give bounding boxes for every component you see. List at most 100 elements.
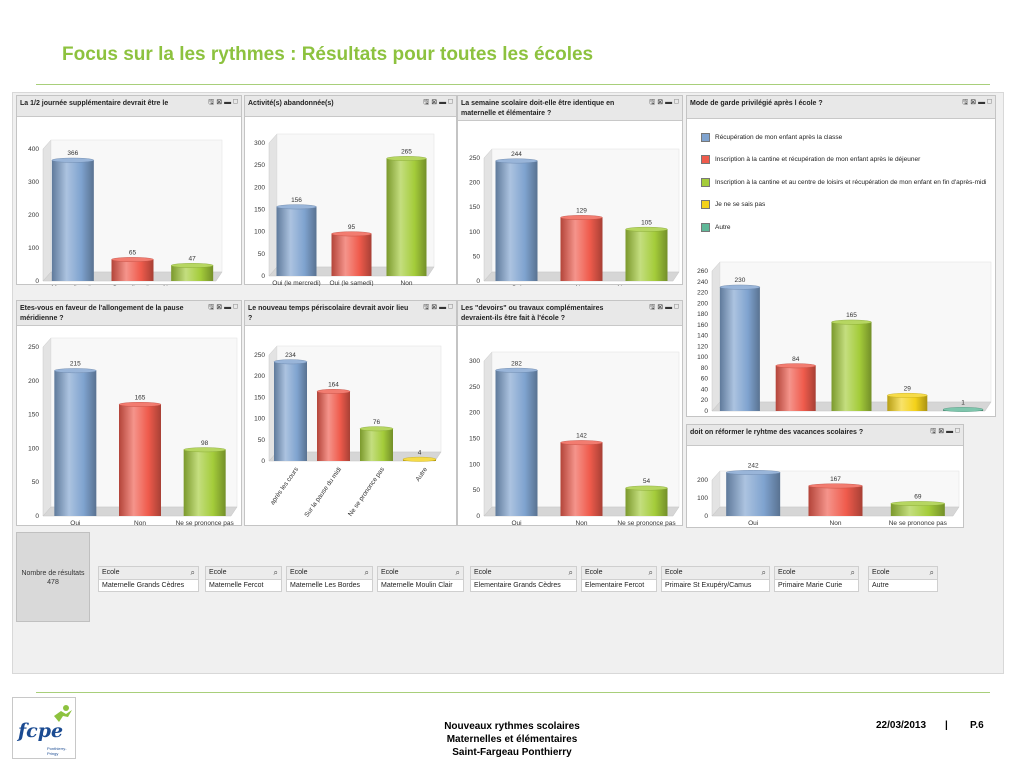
x-tick-label: Non xyxy=(134,520,146,527)
school-listbox[interactable]: Ecole ⌕ Maternelle Grands Cèdres xyxy=(98,566,199,592)
y-tick-label: 0 xyxy=(476,278,480,285)
bar-1 xyxy=(51,160,94,281)
y-tick-label: 200 xyxy=(469,410,480,417)
logo-subtext: Ponthierry-Pringy xyxy=(47,746,67,756)
bar-2 xyxy=(775,365,816,411)
y-tick-label: 300 xyxy=(469,358,480,365)
x-tick-label: Sur la pause du midi xyxy=(303,466,343,519)
bar-3 xyxy=(831,322,872,411)
listbox-value[interactable]: Autre xyxy=(872,582,889,589)
footer-text: Nouveaux rythmes scolaires Maternelles e… xyxy=(380,720,644,759)
search-icon[interactable]: ⌕ xyxy=(648,568,653,577)
footer-line-1: Nouveaux rythmes scolaires xyxy=(444,721,580,732)
chart-plot: 0 50 100 150 200 250 300 156 Oui (le mercredi) 95… xyxy=(254,133,435,286)
bar-1-value: 244 xyxy=(511,151,522,158)
listbox-header: Ecole ⌕ xyxy=(662,567,769,580)
listbox-header-label: Ecole xyxy=(872,569,890,576)
y-tick-label: 100 xyxy=(254,416,265,423)
footer-line-2: Maternelles et élémentaires xyxy=(446,734,578,745)
legend-swatch xyxy=(701,132,710,142)
chart-2: 0 50 100 150 200 250 300 156 Oui (le mercredi) 95… xyxy=(244,95,457,286)
search-icon[interactable]: ⌕ xyxy=(761,568,766,577)
chart-window-controls[interactable]: 🖫 ⊠ ▬ ◻ xyxy=(423,304,453,311)
logo-figure-icon xyxy=(54,705,72,722)
bar-3-cap xyxy=(359,426,394,432)
search-icon[interactable]: ⌕ xyxy=(364,568,369,577)
x-tick-label: Oui (le samedi) xyxy=(329,280,373,286)
school-listbox[interactable]: Ecole ⌕ Elementaire Grands Cèdres xyxy=(470,566,577,592)
bar-1-cap xyxy=(51,157,95,163)
search-icon[interactable]: ⌕ xyxy=(568,568,573,577)
school-listbox[interactable]: Ecole ⌕ Elementaire Fercot xyxy=(581,566,657,592)
y-tick-label: 0 xyxy=(261,458,265,465)
y-tick-label: 100 xyxy=(697,354,708,361)
search-icon[interactable]: ⌕ xyxy=(273,568,278,577)
y-tick-label: 200 xyxy=(28,378,39,385)
chart-header: La semaine scolaire doit-elle être ident… xyxy=(458,96,682,121)
bar-1-value: 282 xyxy=(511,360,522,367)
chart-window-controls[interactable]: 🖫 ⊠ ▬ ◻ xyxy=(930,428,960,435)
y-tick-label: 250 xyxy=(28,344,39,351)
bar-2-cap xyxy=(808,483,863,489)
chart-window-controls[interactable]: 🖫 ⊠ ▬ ◻ xyxy=(962,99,992,106)
search-icon[interactable]: ⌕ xyxy=(929,568,934,577)
y-tick-label: 200 xyxy=(28,212,39,219)
bar-1-value: 366 xyxy=(67,150,78,157)
chart-1: 0 100 200 300 400 366 Mercredi matin 65 Samedi m… xyxy=(16,95,242,286)
school-listbox[interactable]: Ecole ⌕ Maternelle Fercot xyxy=(205,566,282,592)
title-divider xyxy=(36,84,990,85)
listbox-header: Ecole ⌕ xyxy=(287,567,372,580)
y-tick-label: 200 xyxy=(254,373,265,380)
bar-3-cap xyxy=(890,501,946,506)
search-icon[interactable]: ⌕ xyxy=(850,568,855,577)
school-listbox[interactable]: Ecole ⌕ Maternelle Moulin Clair xyxy=(377,566,464,592)
listbox-value[interactable]: Primaire St Exupéry/Camus xyxy=(665,582,752,589)
bar-1-cap xyxy=(276,204,317,210)
listbox-value[interactable]: Maternelle Les Bordes xyxy=(290,582,361,589)
bar-1-cap xyxy=(495,367,538,373)
listbox-value[interactable]: Maternelle Fercot xyxy=(209,582,264,589)
page-title: Focus sur la les rythmes : Résultats pou… xyxy=(62,44,594,65)
bar-1-value: 242 xyxy=(748,462,759,469)
school-listbox[interactable]: Ecole ⌕ Maternelle Les Bordes xyxy=(286,566,373,592)
chart-5: 0 50 100 150 200 250 215 Oui 165 Non 98 Ne se prono… xyxy=(16,300,242,527)
y-tick-label: 60 xyxy=(701,376,709,383)
legend-item[interactable]: Récupération de mon enfant après la clas… xyxy=(701,126,987,149)
listbox-value[interactable]: Primaire Marie Curie xyxy=(778,582,843,589)
y-tick-label: 0 xyxy=(704,408,708,415)
search-icon[interactable]: ⌕ xyxy=(190,568,195,577)
y-tick-label: 200 xyxy=(469,180,480,187)
bar-2-cap xyxy=(316,389,351,394)
legend-item[interactable]: Inscription à la cantine et au centre de… xyxy=(701,171,987,194)
listbox-value[interactable]: Elementaire Fercot xyxy=(585,582,645,589)
school-listbox[interactable]: Ecole ⌕ Autre xyxy=(868,566,938,592)
legend-item[interactable]: Je ne se sais pas xyxy=(701,194,987,217)
chart-window-controls[interactable]: 🖫 ⊠ ▬ ◻ xyxy=(208,99,238,106)
plot-side-wall xyxy=(483,351,493,517)
chart-window-controls[interactable]: 🖫 ⊠ ▬ ◻ xyxy=(423,99,453,106)
listbox-value[interactable]: Maternelle Grands Cèdres xyxy=(102,582,185,589)
search-icon[interactable]: ⌕ xyxy=(455,568,460,577)
chart-window-controls[interactable]: 🖫 ⊠ ▬ ◻ xyxy=(649,304,679,311)
school-listbox[interactable]: Ecole ⌕ Primaire Marie Curie xyxy=(774,566,859,592)
listbox-header-label: Ecole xyxy=(102,569,120,576)
footer-line-3: Saint-Fargeau Ponthierry xyxy=(452,747,572,758)
school-listbox[interactable]: Ecole ⌕ Primaire St Exupéry/Camus xyxy=(661,566,770,592)
y-tick-label: 250 xyxy=(469,155,480,162)
listbox-value[interactable]: Maternelle Moulin Clair xyxy=(381,582,453,589)
bar-1-value: 156 xyxy=(291,197,302,204)
bar-2 xyxy=(119,404,161,516)
legend-item[interactable]: Inscription à la cantine et récupération… xyxy=(701,149,987,172)
chart-window-controls[interactable]: 🖫 ⊠ ▬ ◻ xyxy=(208,304,238,311)
y-tick-label: 240 xyxy=(697,279,708,286)
y-tick-label: 150 xyxy=(469,204,480,211)
x-tick-label: Non xyxy=(401,280,413,286)
listbox-value[interactable]: Elementaire Grands Cèdres xyxy=(474,582,561,589)
listbox-header-label: Ecole xyxy=(665,569,683,576)
x-tick-label: Ne se prononce pas xyxy=(347,466,387,518)
y-tick-label: 0 xyxy=(35,513,39,520)
chart-plot: 0 50 100 150 200 250 244 Oui 129 Non 105 Ne se pron… xyxy=(469,148,680,286)
legend-item[interactable]: Autre xyxy=(701,216,987,239)
footer-separator: | xyxy=(945,720,948,731)
chart-window-controls[interactable]: 🖫 ⊠ ▬ ◻ xyxy=(649,99,679,106)
